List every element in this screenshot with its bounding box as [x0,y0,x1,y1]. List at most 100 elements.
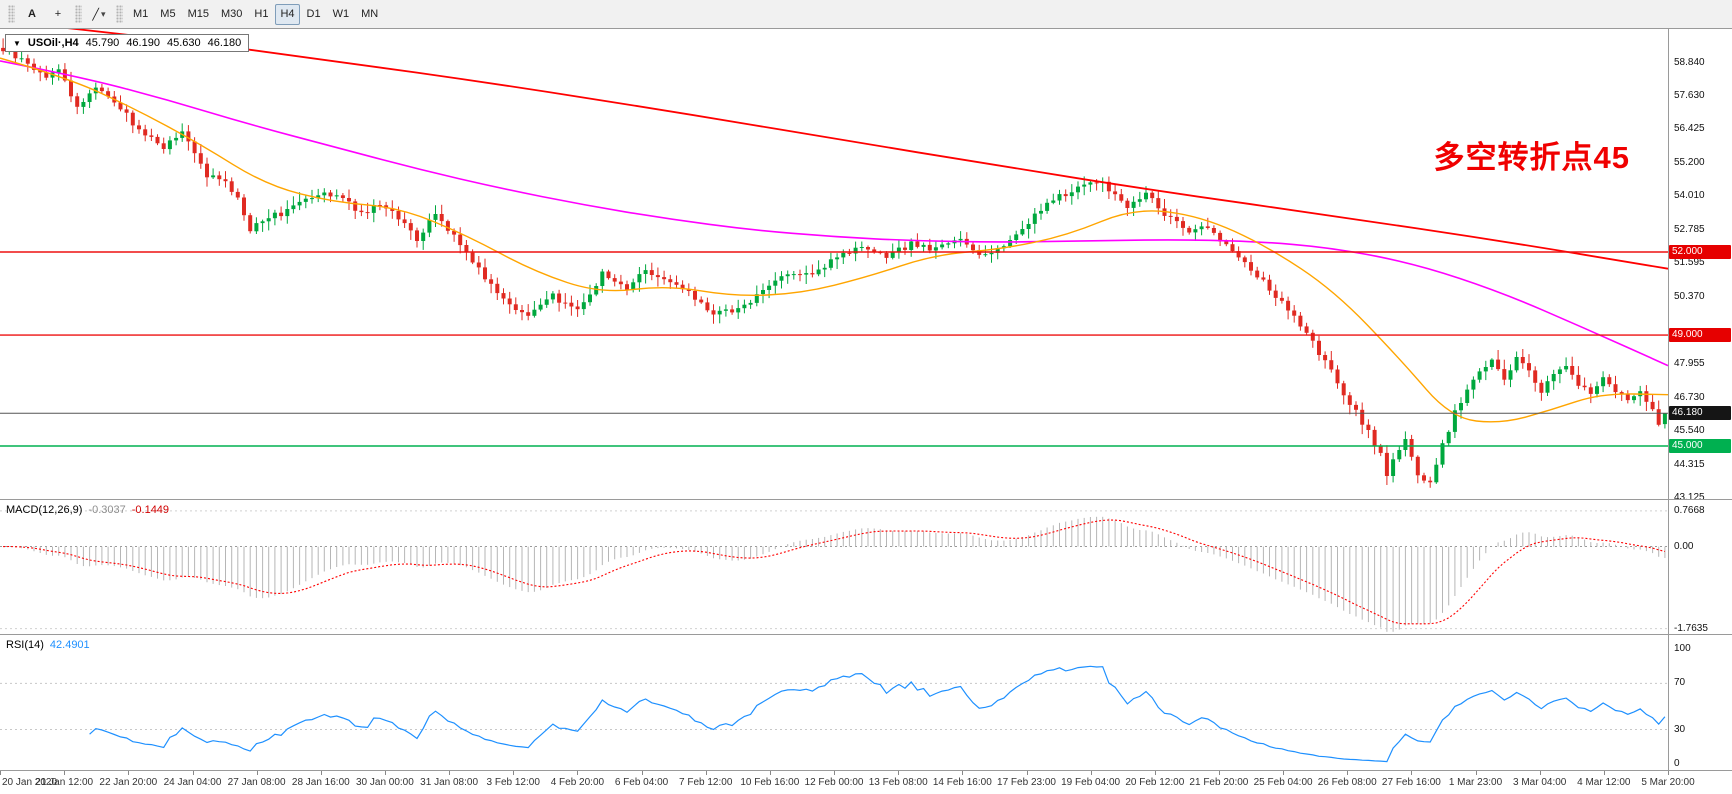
scale-tick-label: 30 [1674,723,1686,735]
timeframe-m15[interactable]: M15 [183,4,214,25]
price-chart-panel: 58.840 57.630 56.425 55.200 54.010 52.785 51.5… [0,29,1732,500]
time-axis-label: 12 Feb 00:00 [804,777,864,788]
scale-tick-label: 70 [1674,677,1686,689]
time-axis-tick [1668,771,1669,775]
scale-tick-label: 54.010 [1674,190,1705,202]
scale-tick-label: 56.425 [1674,123,1705,135]
timeframe-d1[interactable]: D1 [302,4,326,25]
time-axis-label: 27 Jan 08:00 [227,777,286,788]
time-axis-tick [128,771,130,775]
text-tool-button[interactable]: A [20,4,44,25]
time-axis-label: 25 Feb 04:00 [1253,777,1313,788]
crosshair-tool-button[interactable]: + [46,4,70,25]
toolbar-grip[interactable] [116,5,123,23]
scale-tick-label: 0.00 [1674,540,1694,552]
time-axis-tick [962,771,964,775]
time-axis-label: 4 Mar 12:00 [1577,777,1631,788]
time-axis-label: 20 Jan 2020 [2,777,58,788]
time-axis-label: 4 Feb 20:00 [550,777,605,788]
macd-canvas[interactable] [0,500,1668,635]
scale-tick-label: 44.315 [1674,458,1705,470]
time-axis-label: 30 Jan 00:00 [355,777,414,788]
timeframe-h1[interactable]: H1 [249,4,273,25]
time-axis-label: 22 Jan 20:00 [99,777,158,788]
time-axis-label: 6 Feb 04:00 [614,777,669,788]
time-axis-tick [641,771,643,775]
rsi-panel: 100 70 30 0 RSI(14) 42.4901 [0,635,1732,771]
time-axis-tick [1347,771,1349,775]
rsi-canvas[interactable] [0,635,1668,771]
time-axis-tick [256,771,258,775]
rsi-line [89,665,1666,763]
time-axis-tick [898,771,900,775]
time-axis-tick [0,771,1,775]
chart-text-annotation[interactable]: 多空转折点45 [1433,140,1630,175]
time-axis[interactable]: 20 Jan 2020 21 Jan 12:00 22 Jan 20:00 24 Ja… [0,771,1732,794]
ohlc-open-value: 45.790 [85,37,120,49]
ma-fast-orange [0,57,1668,423]
macd-signal-line [3,519,1666,625]
time-axis-label: 10 Feb 16:00 [740,777,800,788]
scale-tick-label: 51.595 [1674,257,1705,269]
time-axis-tick [1539,771,1541,775]
time-axis-tick [320,771,322,775]
time-axis-label: 28 Jan 16:00 [291,777,350,788]
timeframe-w1[interactable]: W1 [328,4,355,25]
line-studies-button[interactable]: ╱ ▾ [87,4,111,25]
time-axis-label: 3 Feb 12:00 [486,777,540,788]
candles-layer [1,38,1667,488]
scale-tick-label: 0 [1674,758,1680,770]
time-axis-label: 21 Jan 12:00 [35,777,94,788]
rsi-header: RSI(14) 42.4901 [6,639,90,651]
macd-scale[interactable]: 0.7668 0.00 -1.7635 [1668,500,1732,634]
horizontal-levels-layer [0,251,1668,447]
time-axis-label: 26 Feb 08:00 [1317,777,1377,788]
time-axis-label: 14 Feb 16:00 [932,777,992,788]
toolbar: A + ╱ ▾ M1 M5 M15 M30 H1 H4 D1 W1 MN [0,0,1732,29]
timeframe-mn[interactable]: MN [356,4,383,25]
time-axis-tick [192,771,194,775]
time-axis-tick [705,771,707,775]
scale-tick-label: 100 [1674,642,1691,654]
time-axis-tick [1154,771,1156,775]
ohlc-close-value: 46.180 [207,37,242,49]
toolbar-grip[interactable] [8,5,15,23]
scale-tick-label: -1.7635 [1674,622,1708,634]
scale-tick-label: 0.7668 [1674,504,1705,516]
timeframe-m1[interactable]: M1 [128,4,153,25]
ohlc-low-value: 45.630 [166,37,201,49]
ma-slow-red [67,29,1668,270]
scale-tick-label: 47.955 [1674,358,1705,370]
price-badge: 49.000 [1669,328,1731,343]
time-axis-label: 5 Mar 20:00 [1641,777,1695,788]
line-tool-icon: ╱ [92,8,100,21]
time-axis-tick [1026,771,1028,775]
time-axis-tick [1218,771,1220,775]
time-axis-tick [577,771,579,775]
ma-mid-magenta [0,60,1668,367]
timeframe-m5[interactable]: M5 [155,4,180,25]
time-axis-tick [769,771,771,775]
macd-label: MACD(12,26,9) [6,504,83,516]
price-scale[interactable]: 58.840 57.630 56.425 55.200 54.010 52.785 51.5… [1668,29,1732,499]
time-axis-label: 21 Feb 20:00 [1189,777,1249,788]
symbol-timeframe-label: USOil·,H4 [27,37,79,49]
rsi-label: RSI(14) [6,639,44,651]
collapse-icon[interactable]: ▼ [13,38,21,48]
time-axis-tick [384,771,386,775]
price-badge: 45.000 [1669,438,1731,453]
timeframe-h4[interactable]: H4 [275,3,300,25]
time-axis-tick [449,771,451,775]
main-chart-canvas[interactable] [0,29,1668,500]
toolbar-grip[interactable] [75,5,82,23]
price-badge: 52.000 [1669,245,1731,260]
macd-signal-value: -0.1449 [131,504,170,516]
chevron-down-icon: ▾ [101,8,106,19]
scale-tick-label: 50.370 [1674,291,1705,303]
scale-tick-label: 55.200 [1674,157,1705,169]
chart-header[interactable]: ▼ USOil·,H4 45.790 46.190 45.630 46.180 [5,34,250,52]
price-badge: 46.180 [1669,406,1731,421]
time-axis-label: 24 Jan 04:00 [163,777,222,788]
timeframe-m30[interactable]: M30 [216,4,247,25]
rsi-scale[interactable]: 100 70 30 0 [1668,635,1732,770]
